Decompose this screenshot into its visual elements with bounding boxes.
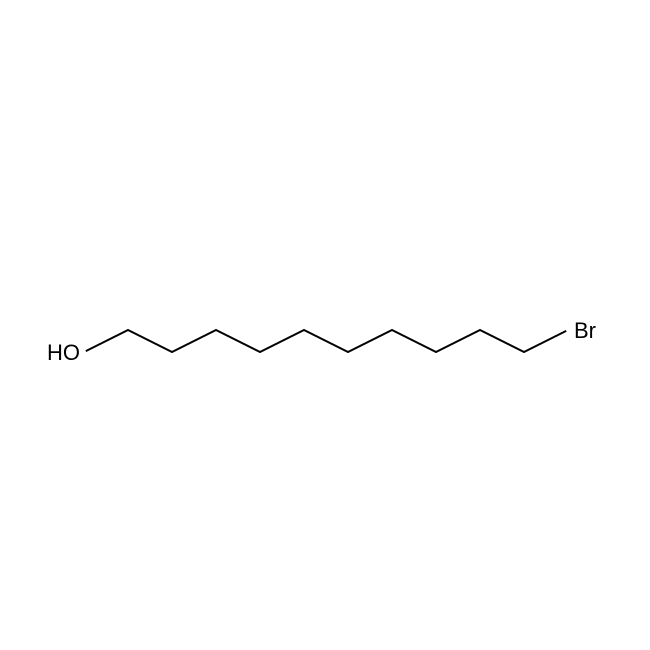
atom-label-left: HO — [47, 340, 80, 365]
molecule-svg: HO Br — [0, 0, 650, 650]
atom-label-right: Br — [574, 318, 596, 343]
carbon-chain — [86, 330, 566, 352]
molecule-canvas: HO Br — [0, 0, 650, 650]
